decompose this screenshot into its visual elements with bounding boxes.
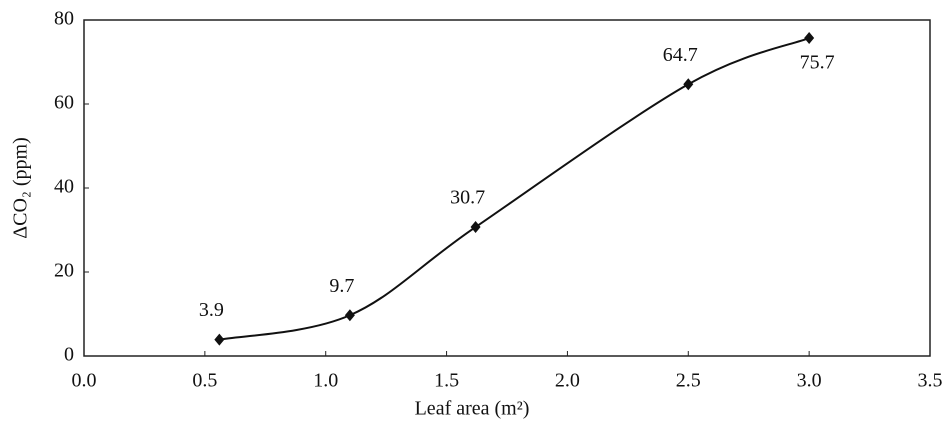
x-tick-label: 2.0 <box>555 370 580 392</box>
marker <box>683 78 694 91</box>
data-label: 30.7 <box>450 187 485 209</box>
marker <box>344 309 355 322</box>
x-tick-label: 0.5 <box>192 370 217 392</box>
y-tick-label: 60 <box>54 92 74 114</box>
data-label: 64.7 <box>663 44 698 66</box>
marker <box>470 221 481 234</box>
x-tick-label: 0.0 <box>72 370 97 392</box>
y-tick-label: 0 <box>64 344 74 366</box>
x-tick-label: 2.5 <box>676 370 701 392</box>
x-axis-label: Leaf area (m²) <box>415 398 530 420</box>
marker <box>214 333 225 346</box>
data-label: 3.9 <box>199 299 224 321</box>
x-tick-label: 3.5 <box>918 370 943 392</box>
y-tick-label: 20 <box>54 260 74 282</box>
y-tick-label: 80 <box>54 8 74 30</box>
data-label: 75.7 <box>800 52 835 74</box>
y-tick-label: 40 <box>54 176 74 198</box>
y-axis-label: ΔCO₂ (ppm) <box>10 137 32 239</box>
x-tick-label: 1.5 <box>434 370 459 392</box>
x-tick-label: 3.0 <box>797 370 822 392</box>
line <box>219 37 810 341</box>
x-tick-label: 1.0 <box>313 370 338 392</box>
marker <box>804 32 815 45</box>
data-label: 9.7 <box>329 275 354 297</box>
